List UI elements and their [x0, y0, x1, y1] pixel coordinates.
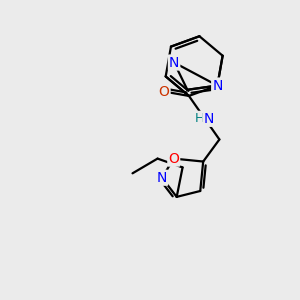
- Text: O: O: [168, 152, 179, 166]
- Text: N: N: [203, 112, 214, 126]
- Text: N: N: [157, 171, 167, 185]
- Text: N: N: [169, 56, 179, 70]
- Text: O: O: [159, 85, 170, 98]
- Text: H: H: [195, 112, 204, 125]
- Text: N: N: [212, 79, 223, 93]
